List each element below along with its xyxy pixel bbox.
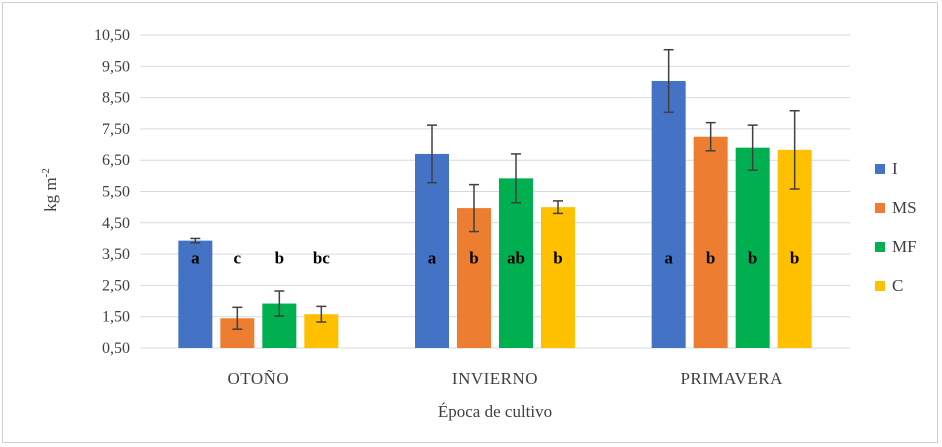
significance-label: bc [313, 248, 330, 267]
bars [178, 81, 812, 349]
y-tick-label: 7,50 [102, 121, 130, 138]
legend-swatch-ms [875, 203, 885, 213]
y-tick-label: 9,50 [102, 58, 130, 75]
x-category-label: OTOÑO [227, 369, 289, 388]
legend-swatch-i [875, 164, 885, 174]
significance-label: b [275, 248, 284, 267]
error-bars [190, 48, 800, 330]
significance-label: b [790, 248, 799, 267]
bar-i [651, 81, 686, 349]
bar-mf [499, 178, 533, 348]
significance-label: a [428, 248, 437, 267]
x-category-label: INVIERNO [452, 369, 538, 388]
legend: I MS MF C [875, 159, 917, 295]
legend-label: C [892, 276, 903, 295]
y-tick-label: 3,50 [102, 246, 130, 263]
y-tick-label: 8,50 [102, 90, 130, 107]
significance-label: ab [507, 248, 525, 267]
legend-label: I [892, 159, 898, 178]
y-axis-title: kg m-2 [40, 168, 60, 212]
bar-i [178, 240, 213, 348]
bar-mf [735, 147, 770, 348]
y-tick-label: 2,50 [102, 277, 130, 294]
y-tick-label: 4,50 [102, 215, 130, 232]
x-category-label: PRIMAVERA [680, 369, 783, 388]
significance-label: a [664, 248, 673, 267]
significance-label: a [191, 248, 200, 267]
legend-label: MF [892, 237, 917, 256]
significance-label: b [469, 248, 478, 267]
legend-swatch-mf [875, 242, 885, 252]
y-axis-title-main: kg m [41, 177, 60, 211]
y-axis-ticks: 0,50 1,50 2,50 3,50 4,50 5,50 6,50 7,50 8,50 9,50… [94, 27, 130, 357]
significance-label: b [553, 248, 562, 267]
y-tick-label: 1,50 [102, 309, 130, 326]
y-axis-title-superscript: -2 [40, 168, 52, 177]
legend-label: MS [892, 198, 917, 217]
significance-label: c [234, 248, 242, 267]
significance-label: b [748, 248, 757, 267]
y-tick-label: 0,50 [102, 340, 130, 357]
bar-c [541, 207, 575, 348]
significance-label: b [706, 248, 715, 267]
y-tick-label: 10,50 [94, 27, 130, 44]
x-axis-categories: OTOÑO INVIERNO PRIMAVERA [227, 369, 783, 388]
legend-swatch-c [875, 281, 885, 291]
y-tick-label: 6,50 [102, 152, 130, 169]
gridlines [140, 34, 850, 349]
x-axis-title: Época de cultivo [438, 402, 552, 421]
bar-ms [693, 136, 728, 348]
bar-i [415, 153, 449, 348]
y-tick-label: 5,50 [102, 184, 130, 201]
significance-labels: a c b bc a b ab b a b b b [191, 248, 799, 267]
